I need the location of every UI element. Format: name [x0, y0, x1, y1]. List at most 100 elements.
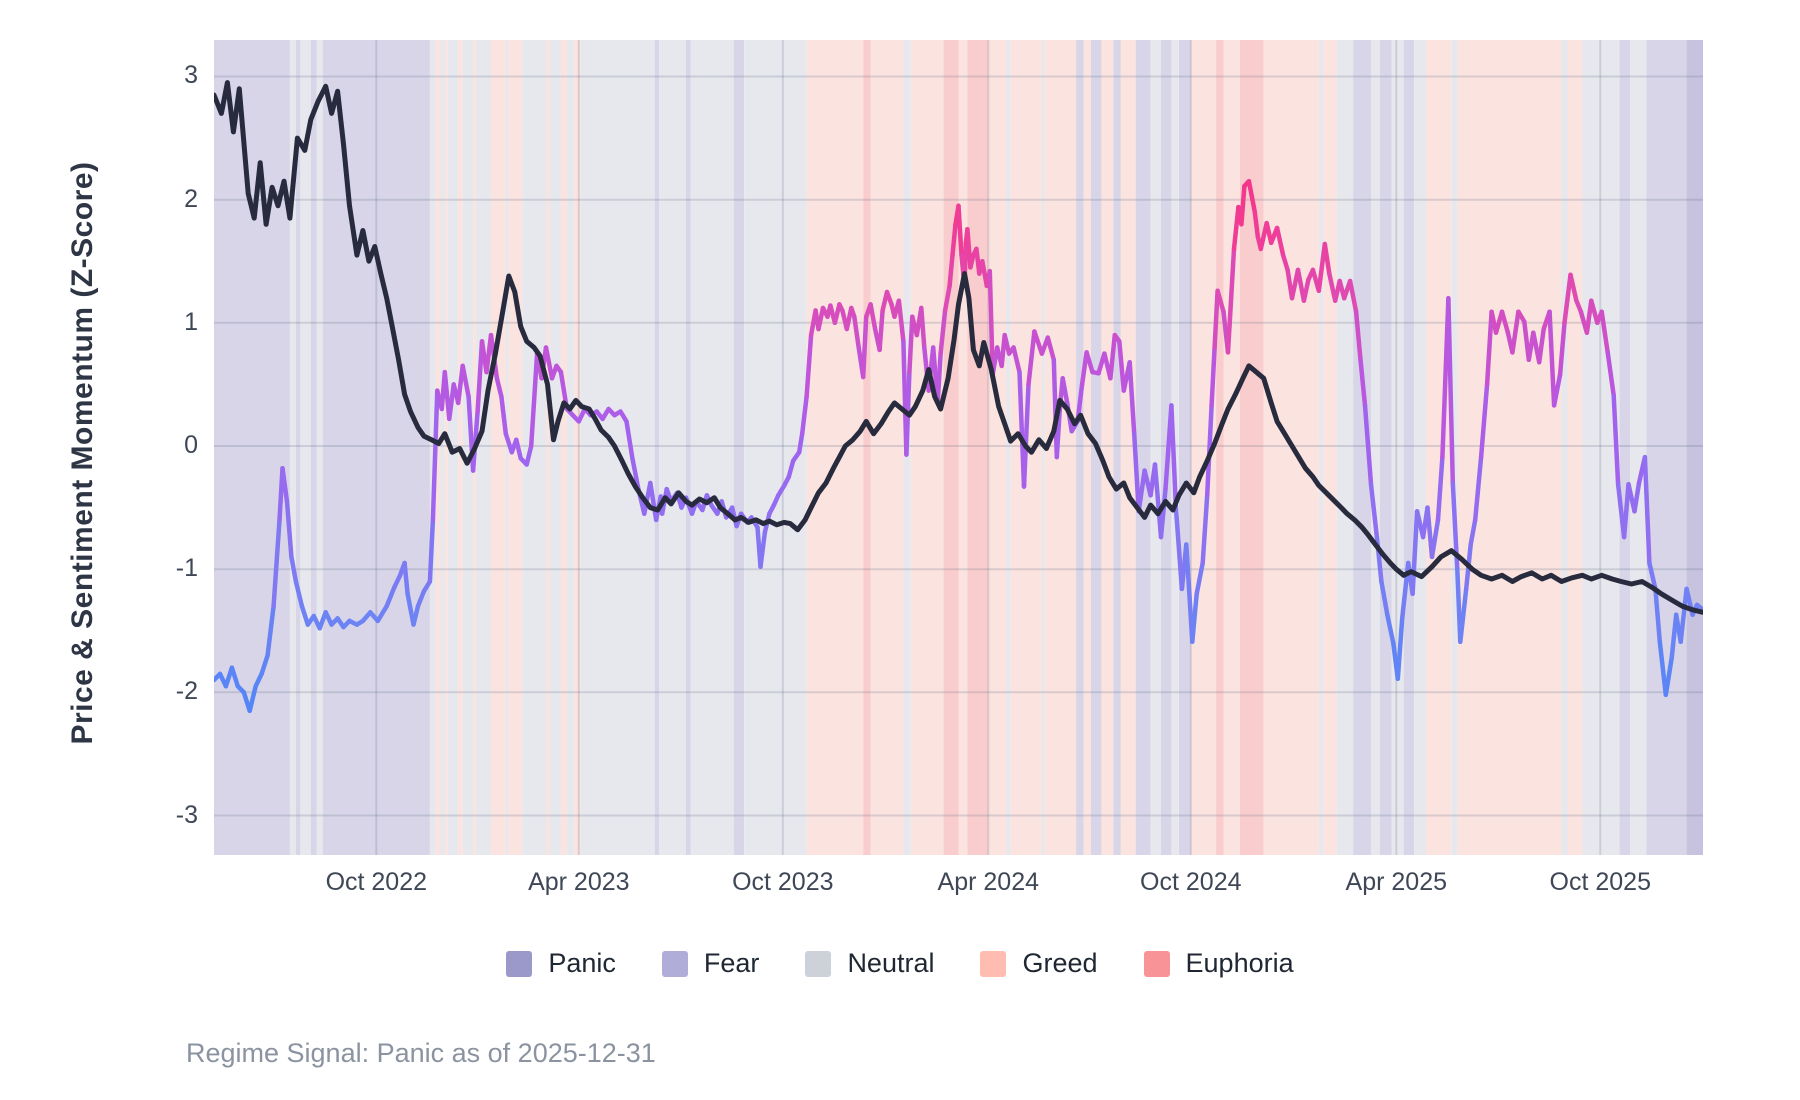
regime-band-fear — [1619, 40, 1630, 855]
regime-signal-caption: Regime Signal: Panic as of 2025-12-31 — [186, 1038, 656, 1068]
regime-band-neutral — [505, 40, 509, 855]
regime-band-neutral — [1561, 40, 1568, 855]
regime-band-neutral — [1371, 40, 1380, 855]
legend-item-fear: Fear — [661, 948, 760, 979]
plot-area — [211, 40, 1706, 855]
regime-band-neutral — [549, 40, 561, 855]
y-tick-label: -3 — [175, 800, 198, 829]
regime-band-greed — [574, 40, 581, 855]
regime-band-fear — [1403, 40, 1415, 855]
x-tick-label: Oct 2025 — [1549, 868, 1651, 896]
regime-band-fear — [1353, 40, 1371, 855]
regime-band-greed — [1083, 40, 1091, 855]
regime-band-neutral — [316, 40, 323, 855]
regime-band-greed — [1223, 40, 1240, 855]
regime-band-neutral — [300, 40, 311, 855]
legend-item-greed: Greed — [980, 948, 1098, 979]
legend-item-euphoria: Euphoria — [1143, 948, 1294, 979]
regime-band-neutral — [1414, 40, 1426, 855]
x-tick-label: Apr 2025 — [1345, 868, 1447, 896]
x-tick-label: Apr 2024 — [937, 868, 1039, 896]
regime-band-neutral — [440, 40, 445, 855]
regime-band-greed — [806, 40, 864, 855]
regime-legend: Panic Fear Neutral Greed Euphoria — [0, 948, 1800, 979]
regime-band-greed — [1120, 40, 1136, 855]
regime-band-fear — [1646, 40, 1687, 855]
regime-band-fear — [214, 40, 290, 855]
x-tick-label: Oct 2023 — [732, 868, 834, 896]
euphoria-swatch-icon — [1143, 950, 1170, 977]
regime-band-greed — [435, 40, 441, 855]
regime-band-euphoria — [1216, 40, 1224, 855]
legend-item-neutral: Neutral — [805, 948, 934, 979]
greed-swatch-icon — [980, 950, 1007, 977]
regime-band-euphoria — [863, 40, 871, 855]
legend-item-panic: Panic — [506, 948, 616, 979]
regime-band-neutral — [1630, 40, 1647, 855]
regime-band-neutral — [1318, 40, 1324, 855]
regime-band-neutral — [690, 40, 734, 855]
regime-band-euphoria — [1239, 40, 1264, 855]
y-tick-label: 2 — [184, 184, 198, 213]
neutral-swatch-icon — [805, 950, 832, 977]
regime-band-neutral — [429, 40, 436, 855]
regime-band-greed — [560, 40, 567, 855]
y-axis-title: Price & Sentiment Momentum (Z-Score) — [66, 161, 99, 745]
regime-band-neutral — [1150, 40, 1161, 855]
regime-band-fear — [654, 40, 660, 855]
legend-label: Panic — [548, 948, 616, 978]
legend-label: Greed — [1022, 948, 1098, 978]
regime-band-fear — [1178, 40, 1191, 855]
regime-band-fear — [1113, 40, 1121, 855]
regime-band-fear — [1135, 40, 1151, 855]
regime-band-neutral — [1336, 40, 1354, 855]
regime-band-greed — [1044, 40, 1077, 855]
regime-band-greed — [988, 40, 1007, 855]
legend-label: Euphoria — [1185, 948, 1294, 978]
regime-band-neutral — [289, 40, 296, 855]
x-tick-label: Apr 2023 — [528, 868, 630, 896]
regime-band-euphoria — [943, 40, 959, 855]
regime-band-neutral — [1451, 40, 1458, 855]
regime-band-fear — [295, 40, 301, 855]
plot-canvas — [211, 40, 1706, 855]
fear-swatch-icon — [661, 950, 688, 977]
regime-band-neutral — [1006, 40, 1011, 855]
y-tick-label: 0 — [184, 431, 198, 459]
regime-band-panic — [1686, 40, 1703, 855]
regime-band-neutral — [744, 40, 807, 855]
regime-band-greed — [870, 40, 904, 855]
regime-band-greed — [1457, 40, 1562, 855]
regime-band-greed — [1101, 40, 1114, 855]
regime-band-fear — [310, 40, 317, 855]
regime-band-greed — [491, 40, 506, 855]
x-tick-label: Oct 2024 — [1140, 868, 1242, 896]
y-tick-label: 1 — [184, 307, 198, 336]
regime-band-neutral — [462, 40, 474, 855]
regime-band-neutral — [522, 40, 546, 855]
regime-band-fear — [322, 40, 430, 855]
regime-band-greed — [546, 40, 549, 855]
regime-band-greed — [1323, 40, 1337, 855]
regime-band-greed — [958, 40, 968, 855]
y-tick-label: -2 — [175, 677, 198, 706]
panic-swatch-icon — [506, 950, 533, 977]
price-momentum-line — [211, 80, 1706, 615]
regime-band-fear — [1076, 40, 1084, 855]
regime-band-neutral — [1582, 40, 1602, 855]
legend-label: Fear — [703, 948, 760, 978]
regime-band-greed — [1567, 40, 1583, 855]
y-tick-label: -1 — [175, 554, 198, 583]
regime-band-neutral — [476, 40, 491, 855]
regime-band-fear — [686, 40, 691, 855]
regime-band-greed — [444, 40, 448, 855]
x-tick-label: Oct 2022 — [325, 868, 428, 896]
regime-band-greed — [1426, 40, 1452, 855]
y-tick-label: 3 — [184, 61, 198, 90]
regime-band-neutral — [659, 40, 686, 855]
regime-band-fear — [733, 40, 745, 855]
regime-band-neutral — [566, 40, 575, 855]
regime-band-greed — [910, 40, 944, 855]
regime-band-neutral — [1391, 40, 1404, 855]
